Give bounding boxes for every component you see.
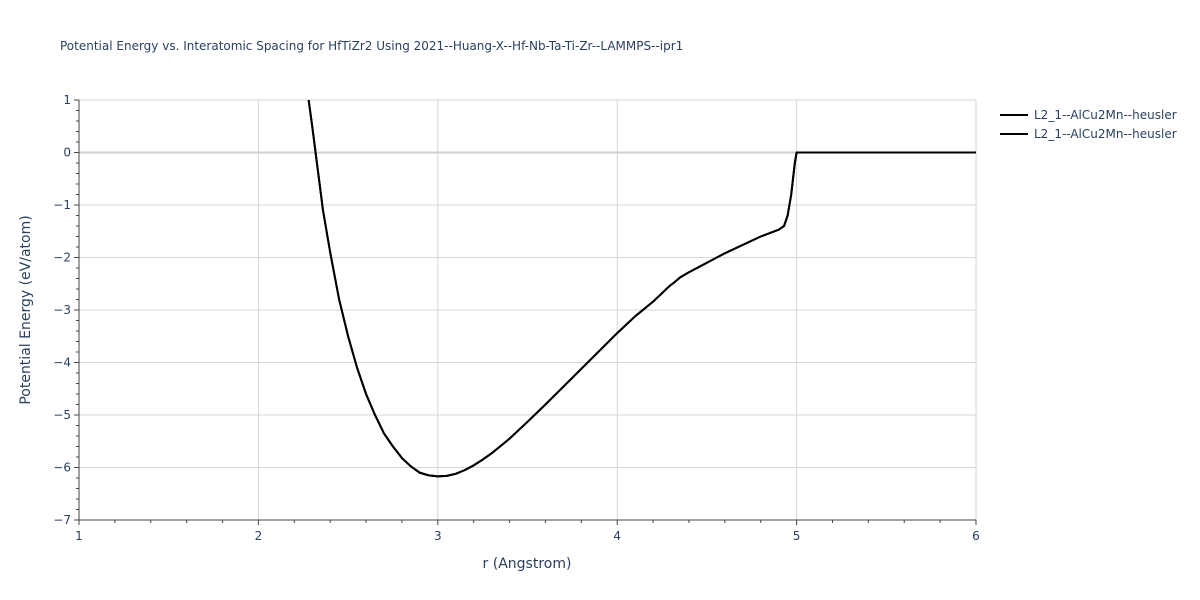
grid-layer — [79, 99, 977, 520]
x-tick-label: 2 — [255, 529, 263, 543]
y-axis-title: Potential Energy (eV/atom) — [18, 215, 34, 404]
ticks-layer: 1 2 3 4 5 6 1 0 −1 −2 −3 −4 −5 −6 −7 — [53, 93, 980, 543]
x-tick-label: 5 — [793, 529, 801, 543]
y-tick-label: −7 — [53, 513, 71, 527]
y-tick-label: −3 — [53, 303, 71, 317]
legend-item-1[interactable]: L2_1--AlCu2Mn--heusler — [1000, 108, 1177, 122]
legend-label: L2_1--AlCu2Mn--heusler — [1034, 127, 1177, 141]
y-tick-label: −2 — [53, 251, 71, 265]
y-tick-label: −4 — [53, 356, 71, 370]
series-line-2 — [307, 100, 976, 478]
legend-item-2[interactable]: L2_1--AlCu2Mn--heusler — [1000, 127, 1177, 141]
legend-label: L2_1--AlCu2Mn--heusler — [1034, 108, 1177, 122]
x-tick-label: 6 — [972, 529, 980, 543]
x-tick-label: 3 — [434, 529, 442, 543]
series-layer — [307, 100, 976, 478]
chart-title: Potential Energy vs. Interatomic Spacing… — [60, 39, 683, 53]
x-tick-label: 4 — [613, 529, 621, 543]
series-line-1 — [307, 100, 976, 478]
x-axis-title: r (Angstrom) — [483, 556, 572, 572]
y-tick-label: 0 — [63, 146, 71, 160]
y-tick-label: −5 — [53, 408, 71, 422]
x-tick-label: 1 — [75, 529, 83, 543]
y-tick-label: 1 — [63, 93, 71, 107]
y-tick-label: −1 — [53, 198, 71, 212]
y-tick-label: −6 — [53, 461, 71, 475]
legend[interactable]: L2_1--AlCu2Mn--heusler L2_1--AlCu2Mn--heu… — [1000, 108, 1177, 141]
